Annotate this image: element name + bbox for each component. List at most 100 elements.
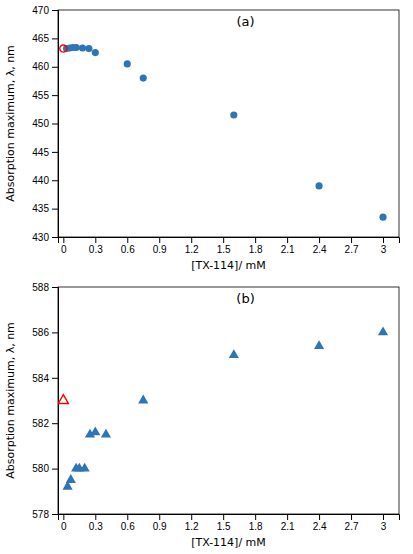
x-tick-mark bbox=[351, 514, 352, 520]
figure: 00.30.60.91.21.51.82.12.42.7343043544044… bbox=[0, 0, 413, 554]
y-axis: 430435440445450455460465470 bbox=[32, 5, 58, 243]
y-tick-label: 582 bbox=[32, 418, 49, 429]
x-tick: 0.6 bbox=[121, 237, 135, 255]
y-axis-line bbox=[52, 11, 59, 238]
y-tick-label: 470 bbox=[32, 5, 49, 16]
x-tick-mark bbox=[159, 514, 160, 520]
y-tick-label: 455 bbox=[32, 90, 49, 101]
y-tick-mark bbox=[52, 95, 58, 96]
y-tick-label: 588 bbox=[32, 282, 49, 293]
plot-area bbox=[60, 44, 387, 221]
x-tick-label: 2.4 bbox=[313, 244, 327, 255]
x-tick-label: 2.4 bbox=[313, 521, 327, 532]
y-tick: 440 bbox=[32, 175, 58, 186]
x-tick: 2.1 bbox=[281, 514, 295, 532]
data-point bbox=[229, 349, 239, 358]
x-tick-label: 2.1 bbox=[281, 244, 295, 255]
x-tick: 2.1 bbox=[281, 237, 295, 255]
x-tick-mark bbox=[63, 514, 64, 520]
y-tick-mark bbox=[52, 10, 58, 11]
x-tick-label: 0.3 bbox=[89, 244, 103, 255]
x-tick-label: 1.8 bbox=[249, 521, 263, 532]
x-tick-mark bbox=[351, 237, 352, 243]
data-point bbox=[79, 44, 86, 51]
data-point bbox=[230, 111, 237, 118]
x-tick-mark bbox=[319, 237, 320, 243]
data-point bbox=[378, 327, 388, 336]
panel: 00.30.60.91.21.51.82.12.42.7343043544044… bbox=[4, 5, 400, 272]
x-tick-mark bbox=[127, 237, 128, 243]
y-tick: 580 bbox=[32, 463, 58, 474]
y-tick-mark bbox=[52, 469, 58, 470]
y-tick-label: 430 bbox=[32, 232, 49, 243]
x-tick-mark bbox=[287, 514, 288, 520]
data-point bbox=[379, 214, 386, 221]
x-axis-line bbox=[59, 238, 400, 244]
x-tick-label: 0.9 bbox=[153, 244, 167, 255]
y-axis-line bbox=[52, 288, 59, 515]
x-tick-mark bbox=[95, 514, 96, 520]
x-tick: 2.7 bbox=[345, 514, 359, 532]
data-point bbox=[66, 474, 76, 483]
y-tick-label: 465 bbox=[32, 33, 49, 44]
x-tick-label: 1.2 bbox=[185, 244, 199, 255]
x-tick: 3 bbox=[381, 237, 387, 255]
x-tick: 1.2 bbox=[185, 514, 199, 532]
reference-point bbox=[60, 45, 67, 52]
y-tick-label: 460 bbox=[32, 61, 49, 72]
x-tick-label: 0 bbox=[61, 521, 67, 532]
y-tick-mark bbox=[52, 152, 58, 153]
data-point bbox=[124, 60, 131, 67]
x-tick: 2.4 bbox=[313, 514, 327, 532]
x-tick-mark bbox=[191, 237, 192, 243]
data-point bbox=[316, 182, 323, 189]
y-tick: 450 bbox=[32, 118, 58, 129]
data-point bbox=[92, 49, 99, 56]
y-tick: 460 bbox=[32, 61, 58, 72]
x-tick-mark bbox=[287, 237, 288, 243]
y-tick: 584 bbox=[32, 373, 58, 384]
x-tick: 0.3 bbox=[89, 514, 103, 532]
x-tick-mark bbox=[255, 237, 256, 243]
y-tick: 435 bbox=[32, 203, 58, 214]
y-tick-mark bbox=[52, 209, 58, 210]
x-tick-label: 1.8 bbox=[249, 244, 263, 255]
series bbox=[62, 327, 388, 490]
y-tick-label: 578 bbox=[32, 509, 49, 520]
series bbox=[60, 45, 67, 52]
data-point bbox=[138, 395, 148, 404]
y-tick-mark bbox=[52, 180, 58, 181]
title: (b) bbox=[236, 291, 254, 306]
y-tick-mark bbox=[52, 67, 58, 68]
plot-frame bbox=[58, 287, 399, 514]
y-tick-mark bbox=[52, 237, 58, 238]
y-tick: 586 bbox=[32, 327, 58, 338]
x-tick-mark bbox=[383, 514, 384, 520]
x-tick: 1.8 bbox=[249, 237, 263, 255]
y-tick-label: 435 bbox=[32, 203, 49, 214]
y-axis: 578 580 582 584 586 588 bbox=[32, 282, 58, 520]
plot-frame bbox=[58, 10, 399, 237]
x-tick-label: 1.5 bbox=[217, 244, 231, 255]
x-tick-label: 3 bbox=[381, 521, 387, 532]
x-tick-label: 1.5 bbox=[217, 521, 231, 532]
x-tick-mark bbox=[383, 237, 384, 243]
panel: 00.30.60.91.21.51.82.12.42.7357858058258… bbox=[4, 282, 400, 549]
data-point bbox=[73, 44, 80, 51]
y-tick-mark bbox=[52, 124, 58, 125]
y-tick: 582 bbox=[32, 418, 58, 429]
y-tick: 588 bbox=[32, 282, 58, 293]
x-tick: 0.9 bbox=[153, 237, 167, 255]
x-tick: 1.5 bbox=[217, 237, 231, 255]
data-point bbox=[90, 426, 100, 435]
x-tick-mark bbox=[255, 514, 256, 520]
x-tick: 0 bbox=[61, 514, 67, 532]
y-tick: 455 bbox=[32, 90, 58, 101]
series bbox=[63, 44, 387, 221]
y-tick-label: 584 bbox=[32, 373, 49, 384]
x-tick-label: 3 bbox=[381, 244, 387, 255]
data-point bbox=[80, 463, 90, 472]
x-axis-title: [TX-114]/ mM bbox=[191, 536, 266, 549]
x-axis-title: [TX-114]/ mM bbox=[191, 259, 266, 272]
x-tick-mark bbox=[191, 514, 192, 520]
